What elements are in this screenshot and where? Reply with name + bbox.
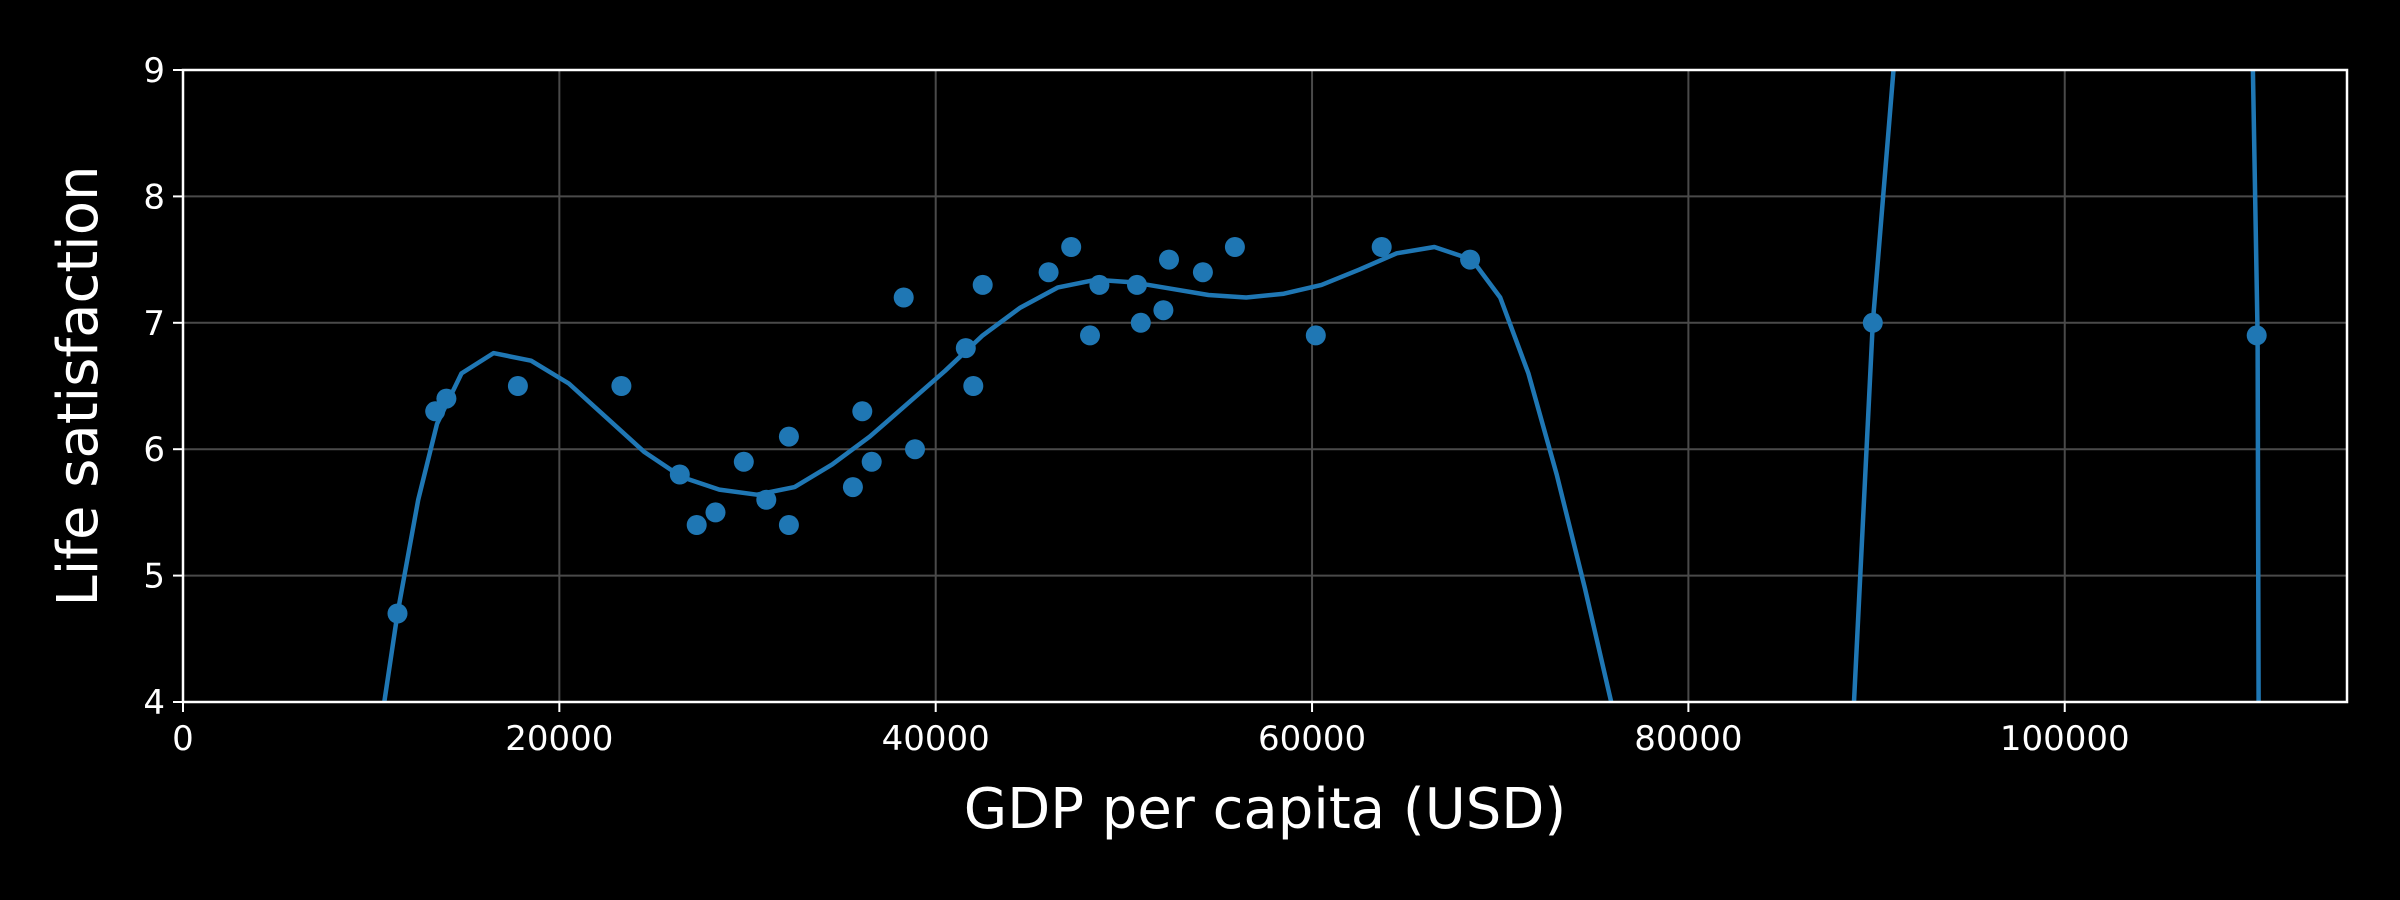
plot-frame	[181, 68, 2349, 704]
data-point	[905, 439, 925, 460]
data-point	[1192, 262, 1213, 283]
data-point	[756, 489, 777, 510]
data-point	[1460, 249, 1481, 270]
data-point	[963, 376, 984, 396]
x-tick-label: 80000	[1634, 719, 1742, 759]
data-point	[1305, 325, 1326, 346]
y-axis-title: Life satisfaction	[46, 166, 111, 607]
x-axis-title: GDP per capita (USD)	[964, 777, 1567, 842]
data-point	[1080, 325, 1100, 346]
y-tick-label: 5	[143, 557, 165, 597]
data-point	[2246, 325, 2267, 346]
data-point	[842, 477, 863, 498]
y-tick-label: 9	[143, 51, 165, 91]
data-point	[733, 451, 754, 472]
data-point	[1371, 237, 1392, 257]
data-point	[387, 603, 408, 624]
x-tick-label: 40000	[882, 719, 990, 759]
y-tick-label: 7	[143, 304, 165, 344]
x-tick-label: 0	[172, 719, 194, 759]
data-point	[955, 338, 976, 359]
data-point	[852, 401, 873, 422]
x-tick-label: 100000	[2000, 719, 2130, 759]
data-point	[1862, 312, 1883, 333]
data-point	[778, 515, 799, 535]
data-point	[1038, 262, 1059, 283]
y-tick-label: 6	[143, 430, 165, 470]
data-point	[669, 464, 690, 485]
data-points-group	[387, 237, 2267, 624]
data-point	[1089, 274, 1110, 295]
data-point	[778, 426, 799, 447]
x-tick-label: 20000	[505, 719, 613, 759]
data-point	[436, 388, 457, 409]
data-point	[861, 451, 882, 472]
data-point	[893, 287, 914, 308]
grid	[183, 70, 2347, 702]
data-point	[1153, 300, 1174, 321]
data-point	[611, 376, 632, 396]
y-tick-label: 8	[143, 177, 165, 217]
data-point	[972, 274, 993, 295]
data-point	[1159, 249, 1179, 270]
y-tick-label: 4	[143, 683, 165, 723]
ticks: 0 20000 40000 60000 80000 100000 4 5 6 7 8 9	[143, 51, 2129, 759]
x-tick-label: 60000	[1258, 719, 1366, 759]
data-point	[1061, 237, 1082, 257]
data-point	[686, 515, 707, 535]
data-point	[705, 502, 726, 523]
data-point	[1127, 274, 1147, 295]
data-point	[1130, 312, 1151, 333]
data-point	[507, 376, 528, 396]
fit-curve	[382, 244, 1614, 702]
data-point	[1224, 237, 1245, 257]
